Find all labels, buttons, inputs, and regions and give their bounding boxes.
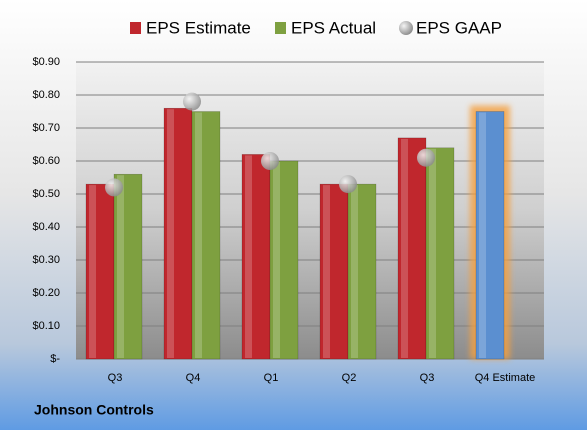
plot-area [76, 62, 544, 359]
bar [191, 111, 221, 360]
x-tick-label: Q4 [186, 372, 201, 384]
chart-title: Johnson Controls [34, 402, 154, 418]
gaap-point [261, 152, 279, 170]
bar-shine [351, 185, 358, 358]
bar [85, 183, 115, 360]
bar [347, 183, 377, 360]
bar [269, 160, 299, 360]
x-tick-label: Q1 [264, 372, 279, 384]
x-tick-label: Q2 [342, 372, 357, 384]
y-tick-label: $0.90 [32, 56, 60, 68]
bar [241, 154, 271, 360]
gaap-point [105, 178, 123, 197]
bar-shine [479, 112, 486, 358]
bar-shine [429, 148, 436, 358]
legend-marker [399, 21, 413, 35]
bar-shine [117, 175, 124, 358]
y-tick-label: $0.60 [32, 155, 60, 167]
y-tick-label: $0.30 [32, 254, 60, 266]
legend-marker [275, 22, 286, 34]
bar-shine [323, 185, 330, 358]
gaap-point [417, 148, 435, 167]
x-tick-label: Q3 [420, 372, 435, 384]
x-tick-label: Q4 Estimate [475, 372, 536, 384]
bar [425, 147, 455, 360]
gaap-point [339, 175, 357, 194]
bar [475, 111, 505, 360]
legend-label: EPS Estimate [146, 18, 251, 37]
gaap-point [183, 92, 201, 111]
legend-marker [130, 22, 141, 34]
bar-shine [245, 155, 252, 358]
y-tick-label: $0.50 [32, 188, 60, 200]
bar-shine [273, 162, 280, 358]
y-tick-label: $0.80 [32, 89, 60, 101]
y-tick-label: $0.70 [32, 122, 60, 134]
y-tick-label: $- [50, 353, 60, 365]
y-tick-label: $0.20 [32, 287, 60, 299]
bar-shine [89, 185, 96, 358]
bar [113, 173, 143, 360]
bar-shine [195, 112, 202, 358]
legend-label: EPS Actual [291, 18, 376, 37]
legend-label: EPS GAAP [416, 18, 502, 37]
bar [319, 183, 349, 360]
y-tick-label: $0.10 [32, 320, 60, 332]
bar [397, 137, 427, 360]
x-tick-label: Q3 [108, 372, 123, 384]
bar [163, 107, 193, 360]
y-tick-label: $0.40 [32, 221, 60, 233]
bar-shine [167, 109, 174, 358]
bar-shine [401, 138, 408, 358]
